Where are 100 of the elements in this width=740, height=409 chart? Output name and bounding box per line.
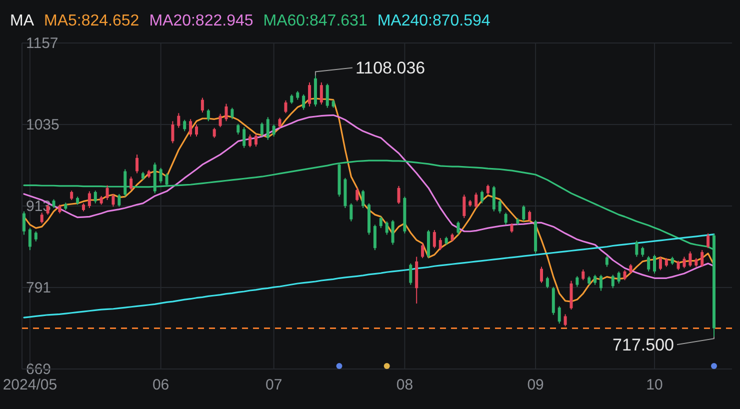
candlestick <box>676 260 680 271</box>
candlestick <box>266 116 270 140</box>
candlestick <box>218 113 222 128</box>
y-tick-label: 1157 <box>26 34 58 52</box>
candlestick <box>379 216 382 229</box>
candlestick <box>510 222 514 234</box>
candlestick <box>260 122 264 138</box>
candlestick <box>171 120 174 144</box>
candlestick <box>242 126 246 148</box>
candlestick <box>189 118 192 138</box>
candlestick <box>350 202 353 222</box>
candlestick <box>28 228 32 251</box>
candlestick <box>362 189 365 209</box>
x-tick-label: 06 <box>152 376 170 394</box>
candlestick <box>456 220 460 236</box>
candlestick <box>136 154 139 174</box>
candlestick <box>421 242 424 259</box>
candlestick <box>558 306 561 324</box>
candlestick <box>40 212 44 224</box>
candlestick <box>385 220 388 236</box>
line-series <box>23 160 715 250</box>
annotation: 717.500 <box>612 336 674 355</box>
candlestick <box>635 240 638 258</box>
candlestick <box>492 185 496 212</box>
candlestick <box>254 133 258 148</box>
candlestick <box>248 134 252 148</box>
candlestick <box>302 94 306 110</box>
candlestick <box>611 274 614 289</box>
candlestick <box>391 220 394 246</box>
candlestick <box>112 193 115 208</box>
text: MA240:870.594 <box>377 12 490 30</box>
candlestick <box>605 256 608 268</box>
candlestick <box>576 276 579 288</box>
candlestick <box>159 167 162 184</box>
text: MA5:824.652 <box>44 12 140 30</box>
x-tick-label: 2024/05 <box>2 376 58 394</box>
candlestick <box>284 100 288 114</box>
candlestick <box>124 168 127 198</box>
candlestick <box>200 97 204 113</box>
candlestick <box>706 232 710 249</box>
candlestick <box>486 184 490 196</box>
candlestick <box>320 82 323 105</box>
candlestick <box>130 176 133 190</box>
candlestick <box>682 256 686 269</box>
candlestick <box>118 193 121 208</box>
x-tick-label: 07 <box>265 376 282 394</box>
candlestick <box>94 190 97 204</box>
candlestick <box>272 124 276 138</box>
candlestick <box>623 270 626 281</box>
candlestick <box>617 270 620 284</box>
candlestick <box>34 230 38 242</box>
candlestick <box>183 119 186 132</box>
candlestick <box>653 254 656 274</box>
candlestick <box>688 250 692 268</box>
candlestick <box>647 256 650 272</box>
x-tick-label: 09 <box>527 376 544 394</box>
y-tick-label: 1035 <box>26 116 60 134</box>
candlestick <box>88 190 91 209</box>
y-tick-label: 791 <box>26 279 52 296</box>
candlestick <box>546 276 549 289</box>
line-series <box>23 234 715 318</box>
candlestick <box>540 266 543 284</box>
candlestick <box>462 194 466 219</box>
line-series <box>23 114 715 279</box>
x-tick-label: 10 <box>646 376 663 394</box>
candlestick <box>22 210 26 236</box>
candlestick <box>474 192 478 209</box>
candlestick <box>397 185 400 204</box>
candlestick <box>438 238 442 251</box>
candlestick <box>599 274 602 292</box>
candlestick <box>700 250 704 268</box>
candlestick <box>224 103 228 122</box>
candlestick <box>409 262 412 286</box>
candlestick <box>212 127 216 138</box>
candlestick <box>373 224 376 251</box>
x-tick-label: 08 <box>396 376 414 394</box>
candlestick <box>594 274 597 286</box>
text: MA20:822.945 <box>149 12 254 30</box>
candlestick <box>106 184 109 200</box>
candlestick <box>290 94 294 104</box>
candlestick <box>326 83 329 108</box>
candlestick <box>641 246 644 258</box>
candlestick <box>528 210 532 222</box>
candlestick <box>504 212 508 226</box>
candlestick <box>177 112 180 128</box>
candlestick <box>480 190 484 204</box>
candlestick <box>658 256 662 271</box>
candlestick <box>230 107 234 120</box>
annotation: 1108.036 <box>355 58 426 78</box>
candlestick <box>582 268 585 281</box>
candlestick <box>165 172 168 188</box>
candlestick <box>432 230 436 249</box>
candlestick <box>629 264 632 274</box>
legend-title: MA <box>10 12 34 30</box>
text: MA60:847.631 <box>263 12 368 30</box>
candlestick <box>308 82 312 107</box>
candlestick <box>564 314 567 327</box>
candlestick <box>278 117 282 128</box>
candlestick <box>356 187 359 202</box>
candlestick <box>70 190 74 200</box>
